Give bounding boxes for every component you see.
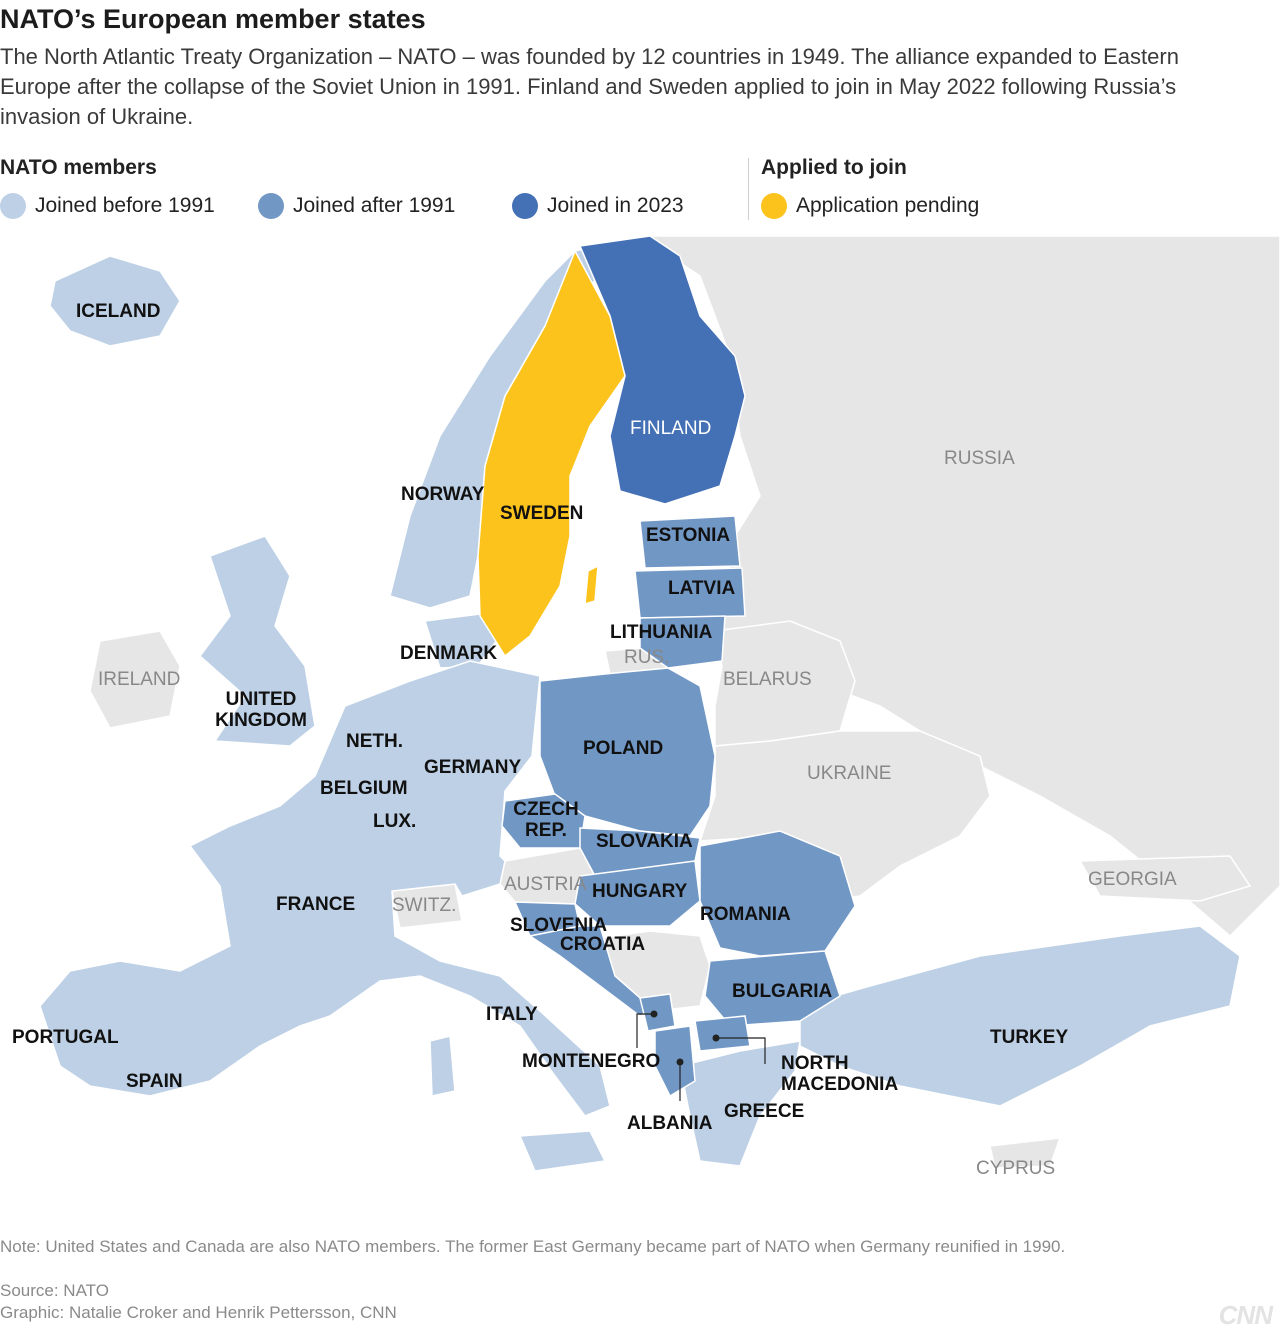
north-macedonia-marker: [712, 1034, 720, 1042]
label-montenegro: MONTENEGRO: [522, 1051, 661, 1072]
legend-heading-members: NATO members: [0, 156, 157, 179]
finland-shape: [578, 236, 746, 505]
legend-label-pending: Application pending: [796, 194, 980, 217]
cnn-logo: CNN: [1218, 1300, 1273, 1330]
label-finland: FINLAND: [630, 418, 712, 439]
source-line: Source: NATO: [0, 1281, 109, 1300]
europe-map: ICELAND NORWAY SWEDEN FINLAND ESTONIA LA…: [0, 236, 1280, 1220]
label-italy: ITALY: [486, 1004, 538, 1025]
label-ireland: IRELAND: [98, 669, 181, 690]
bulgaria-shape: [704, 950, 841, 1027]
label-greece: GREECE: [724, 1101, 805, 1122]
label-belgium: BELGIUM: [320, 778, 408, 799]
united-kingdom-shape: [198, 535, 316, 747]
ukraine-shape: [698, 730, 991, 902]
label-spain: SPAIN: [126, 1071, 183, 1092]
albania-marker: [676, 1058, 684, 1066]
label-switzerland: SWITZ.: [392, 895, 457, 916]
label-norway: NORWAY: [401, 484, 485, 505]
page-subtitle: The North Atlantic Treaty Organization –…: [0, 44, 1179, 129]
label-slovakia: SLOVAKIA: [596, 831, 693, 852]
label-poland: POLAND: [583, 738, 664, 759]
footnote: Note: United States and Canada are also …: [0, 1237, 1066, 1256]
label-united-kingdom: UNITED KINGDOM: [215, 689, 307, 731]
montenegro-shape: [639, 993, 676, 1032]
legend-swatch-in-2023: [512, 193, 538, 219]
turkey-shape: [799, 925, 1241, 1107]
albania-shape: [654, 1025, 696, 1098]
cyprus-shape: [989, 1137, 1062, 1169]
label-slovenia: SLOVENIA: [510, 915, 608, 936]
western-europe-shape: [39, 660, 611, 1117]
lithuania-shape: [639, 615, 726, 669]
legend-heading-applied: Applied to join: [761, 156, 907, 179]
denmark-shape: [424, 613, 501, 669]
legend-swatch-pending: [761, 193, 787, 219]
poland-shape: [539, 667, 716, 837]
italy-islands-shape: [429, 1035, 607, 1172]
label-hungary: HUNGARY: [592, 881, 688, 902]
label-estonia: ESTONIA: [646, 525, 731, 546]
label-cyprus: CYPRUS: [976, 1158, 1056, 1179]
estonia-shape: [639, 515, 741, 569]
label-sweden: SWEDEN: [500, 503, 584, 524]
source-credit: Source: NATO Graphic: Natalie Croker and…: [0, 1280, 397, 1324]
label-georgia: GEORGIA: [1088, 869, 1177, 890]
label-turkey: TURKEY: [990, 1027, 1069, 1048]
label-romania: ROMANIA: [700, 904, 791, 925]
label-latvia: LATVIA: [668, 578, 736, 599]
sweden-shape: [477, 249, 626, 658]
georgia-shape: [1078, 855, 1252, 902]
legend-item-after-1991: Joined after 1991: [258, 193, 455, 219]
label-albania: ALBANIA: [627, 1113, 713, 1134]
legend-item-pending: Application pending: [761, 193, 979, 219]
credit-line: Graphic: Natalie Croker and Henrik Pette…: [0, 1303, 397, 1322]
label-north-macedonia: NORTH MACEDONIA: [781, 1053, 899, 1095]
map-svg: [39, 236, 1280, 1172]
label-netherlands: NETH.: [346, 731, 403, 752]
label-luxembourg: LUX.: [373, 811, 417, 832]
label-germany: GERMANY: [424, 757, 522, 778]
label-ukraine: UKRAINE: [807, 763, 892, 784]
legend-label-before-1991: Joined before 1991: [35, 194, 215, 217]
greece-shape: [679, 1040, 801, 1167]
label-lithuania: LITHUANIA: [610, 622, 713, 643]
label-croatia: CROATIA: [560, 934, 646, 955]
page-title: NATO’s European member states: [0, 4, 426, 34]
montenegro-leader: [636, 1013, 654, 1048]
label-austria: AUSTRIA: [504, 874, 587, 895]
latvia-shape: [634, 567, 746, 619]
legend-item-in-2023: Joined in 2023: [512, 193, 684, 219]
north-macedonia-leader: [716, 1037, 766, 1064]
label-russia-kaliningrad: RUS.: [624, 647, 670, 668]
label-russia: RUSSIA: [944, 448, 1015, 469]
gotland-shape: [584, 564, 599, 606]
legend-label-in-2023: Joined in 2023: [547, 194, 684, 217]
ireland-shape: [89, 630, 181, 729]
label-france: FRANCE: [276, 894, 356, 915]
legend-divider: [748, 158, 749, 220]
label-denmark: DENMARK: [400, 643, 498, 664]
montenegro-marker: [650, 1010, 658, 1018]
iceland-shape: [49, 255, 181, 347]
label-iceland: ICELAND: [76, 301, 161, 322]
north-macedonia-shape: [694, 1015, 751, 1052]
legend-item-before-1991: Joined before 1991: [0, 193, 215, 219]
legend-swatch-before-1991: [0, 193, 26, 219]
label-belarus: BELARUS: [723, 669, 812, 690]
legend-label-after-1991: Joined after 1991: [293, 194, 456, 217]
legend-swatch-after-1991: [258, 193, 284, 219]
leader-lines: [636, 1013, 766, 1101]
label-portugal: PORTUGAL: [12, 1027, 119, 1048]
label-bulgaria: BULGARIA: [732, 981, 833, 1002]
label-czech-republic: CZECH REP.: [513, 799, 579, 841]
